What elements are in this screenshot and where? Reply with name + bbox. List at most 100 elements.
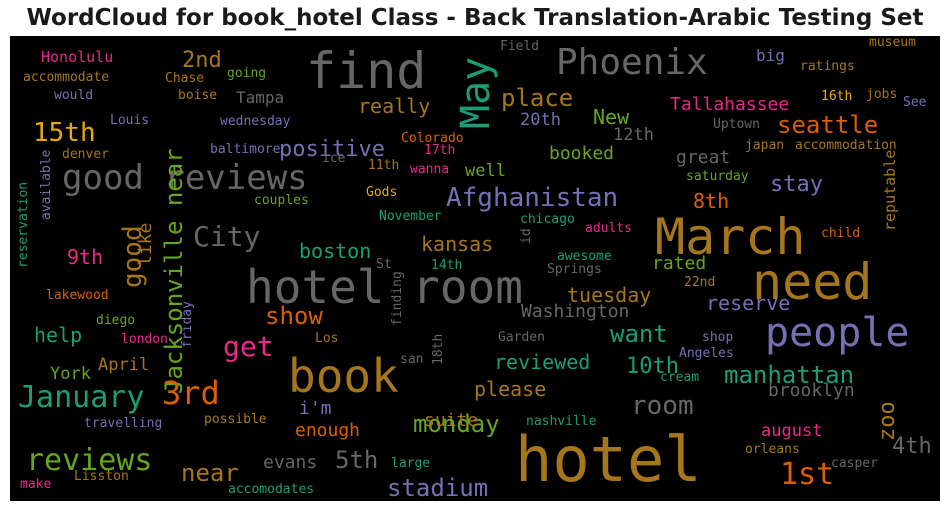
word-japan: japan (745, 138, 784, 153)
word-brooklyn: brooklyn (768, 380, 855, 401)
word-evans: evans (263, 452, 317, 473)
word-great: great (676, 147, 730, 168)
word-adults: adults (585, 221, 632, 236)
word-kansas: kansas (421, 232, 493, 256)
word-possible: possible (204, 412, 267, 427)
word-travelling: travelling (84, 416, 162, 431)
word-manhattan: manhattan (724, 361, 854, 389)
word-i-m: i'm (299, 398, 332, 419)
word-8th: 8th (693, 189, 729, 213)
word-child: child (821, 226, 860, 241)
word-suite: suite (424, 410, 478, 431)
word-los: Los (315, 331, 338, 346)
word-wanna: wanna (410, 162, 449, 177)
word-hotel-room: hotel room (246, 260, 523, 314)
word-denver: denver (62, 147, 109, 162)
word-5th: 5th (335, 446, 378, 474)
word-st: St (376, 257, 392, 272)
word-place: place (501, 84, 573, 112)
word-tallahassee: Tallahassee (670, 94, 789, 115)
word-reviewed: reviewed (494, 350, 590, 374)
word-cream: cream (660, 370, 699, 385)
word-colorado: Colorado (401, 131, 464, 146)
word-city: City (193, 220, 260, 253)
word-march: March (655, 208, 806, 266)
word-chicago: chicago (520, 212, 575, 227)
word-may: May (453, 57, 499, 129)
word-hotel: hotel (515, 423, 702, 496)
word-finding: finding (390, 271, 405, 326)
word-uptown: Uptown (713, 117, 760, 132)
word-like: like (135, 223, 156, 266)
word-show: show (265, 302, 323, 330)
word-please: please (474, 377, 546, 401)
word-shop: shop (702, 330, 733, 345)
word-april: April (98, 355, 149, 375)
word-diego: diego (96, 313, 135, 328)
word-lakewood: lakewood (46, 288, 109, 303)
word-boise: boise (178, 88, 217, 103)
word-field: Field (500, 39, 539, 54)
word-4th: 4th (892, 434, 932, 459)
word-room: room (631, 391, 694, 421)
word-people: people (765, 310, 910, 356)
word-accomodates: accomodates (228, 482, 314, 497)
word-20th: 20th (520, 110, 561, 130)
word-stadium: stadium (387, 474, 488, 501)
word-good: good (118, 225, 148, 288)
word-reputable: reputable (881, 150, 899, 231)
word-12th: 12th (613, 125, 654, 145)
word-help: help (34, 323, 82, 347)
word-3rd: 3rd (162, 374, 220, 412)
word-want: want (610, 320, 668, 348)
word-york: York (50, 364, 91, 384)
word-10th: 10th (626, 354, 679, 379)
word-reviews: reviews (26, 443, 152, 478)
word-louis: Louis (110, 113, 149, 128)
word-tampa: Tampa (236, 88, 284, 107)
word-reservation: reservation (16, 182, 31, 268)
word-gods: Gods (366, 185, 397, 200)
wordcloud-panel: hotel hotel room March need book find people go… (10, 36, 940, 501)
word-see: See (903, 95, 927, 110)
word-august: august (761, 421, 822, 441)
word-really: really (358, 94, 430, 118)
word-baltimore: baltimore (210, 142, 281, 157)
word-boston: boston (299, 239, 371, 263)
word-get: get (223, 330, 274, 363)
word-new: New (593, 105, 630, 129)
chart-title: WordCloud for book_hotel Class - Back Tr… (26, 5, 924, 31)
word-accommodate: accommodate (23, 70, 109, 85)
word-big: big (756, 46, 785, 65)
word-garden: Garden (498, 330, 545, 345)
word-november: November (379, 209, 442, 224)
word-make: make (20, 477, 51, 492)
word-jacksonville-near: Jacksonville near (160, 148, 188, 394)
word-17th: 17th (424, 143, 455, 158)
word-reserve: reserve (706, 291, 790, 315)
word-2nd: 2nd (182, 48, 222, 73)
word-near: near (181, 459, 239, 487)
word-positive: positive (279, 137, 385, 162)
word-wednesday: wednesday (220, 114, 291, 129)
word-9th: 9th (67, 245, 103, 269)
word-large: large (391, 456, 430, 471)
word-seattle: seattle (777, 111, 878, 139)
word-jobs: jobs (866, 87, 897, 102)
word-22nd: 22nd (684, 275, 715, 290)
word-enough: enough (295, 420, 360, 441)
word-rated: rated (652, 253, 706, 274)
word-london: london (121, 332, 168, 347)
word-orleans: orleans (745, 442, 800, 457)
word-awesome: awesome (557, 249, 612, 264)
word-find: find (306, 42, 426, 100)
word-january: January (18, 380, 144, 415)
word-springs: Springs (547, 262, 602, 277)
word-afghanistan: Afghanistan (446, 183, 618, 213)
word-stay: stay (770, 172, 823, 197)
word-casper: casper (831, 456, 878, 471)
word-good-reviews: good reviews (62, 158, 308, 198)
word-well: well (465, 161, 506, 181)
word-16th: 16th (821, 89, 852, 104)
word-book: book (288, 349, 399, 403)
